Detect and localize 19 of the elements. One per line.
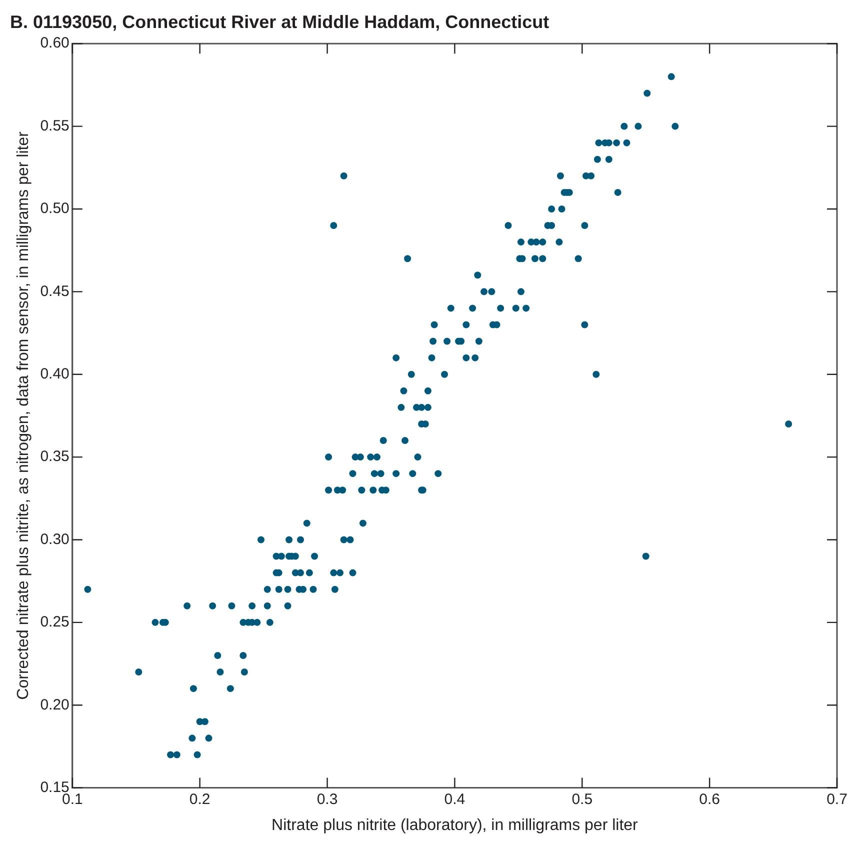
chart-title: B. 01193050, Connecticut River at Middle Haddam, Connecticut [10, 12, 550, 32]
x-tick-label: 0.1 [62, 790, 83, 808]
y-tick-label: 0.30 [40, 530, 70, 548]
x-tick-label: 0.7 [826, 790, 848, 808]
y-axis-title: Corrected nitrate plus nitrite, as nitrogen, data from sensor, in milligrams per liter [15, 130, 32, 700]
y-tick-label: 0.40 [40, 365, 70, 382]
y-tick-label: 0.25 [40, 614, 70, 631]
x-tick-label: 0.4 [444, 790, 466, 808]
y-tick-label: 0.50 [40, 200, 70, 218]
y-tick-label: 0.55 [40, 117, 70, 134]
x-axis-title: Nitrate plus nitrite (laboratory), in milligrams per liter [272, 816, 639, 834]
y-tick-label: 0.45 [40, 282, 70, 300]
y-tick-label: 0.60 [40, 34, 70, 52]
x-tick-label: 0.2 [189, 790, 210, 808]
x-tick-label: 0.3 [316, 790, 338, 808]
x-tick-label: 0.6 [699, 790, 720, 808]
y-tick-label: 0.35 [40, 448, 70, 466]
y-tick-label: 0.20 [40, 696, 70, 714]
x-tick-label: 0.5 [572, 790, 593, 808]
